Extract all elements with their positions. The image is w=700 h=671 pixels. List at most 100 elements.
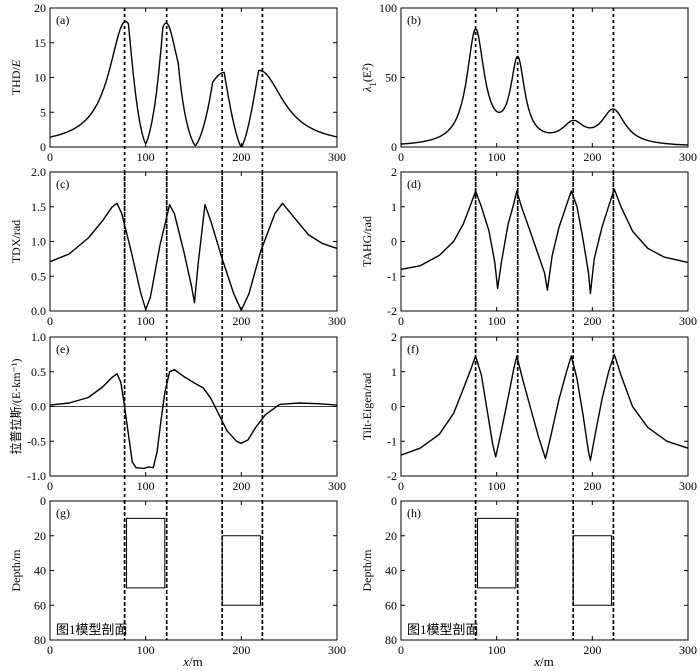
x-axis-var: x — [533, 654, 540, 669]
panel-a: 0 100 200 300 0 5 10 15 20 THD/E (a) — [9, 1, 346, 164]
y-tick-label: 0.5 — [31, 269, 46, 283]
x-tick-label: 100 — [488, 643, 506, 657]
y-tick-label: -0.5 — [27, 434, 46, 448]
panel-label: (g) — [56, 506, 70, 520]
panel-c: 0 100 200 300 0.0 0.5 1.0 1.5 2.0 TDX/rad (c) — [9, 165, 346, 328]
series-line — [400, 188, 689, 295]
y-tick-label: 0.0 — [31, 400, 46, 414]
y-tick-label: 2.0 — [31, 165, 46, 179]
x-tick-label: 200 — [232, 479, 250, 493]
panel-label: (d) — [407, 177, 421, 191]
series-line — [400, 28, 689, 146]
y-tick-label: 0.0 — [31, 304, 46, 318]
x-axis-unit: /m — [189, 654, 203, 669]
y-tick-label: 0 — [391, 494, 397, 508]
y-tick-label: 20 — [34, 529, 46, 543]
x-tick-label: 100 — [488, 314, 506, 328]
model-body — [126, 517, 166, 589]
x-tick-label: 100 — [137, 150, 155, 164]
y-tick-label: 0 — [391, 235, 397, 249]
model-body — [572, 535, 612, 606]
x-tick-label: 300 — [679, 314, 697, 328]
y-axis-label: Depth/m — [9, 549, 23, 592]
y-tick-label: 60 — [34, 598, 46, 612]
x-tick-label: 0 — [47, 479, 53, 493]
x-tick-label: 0 — [47, 150, 53, 164]
y-tick-label: 5 — [40, 105, 46, 119]
y-tick-label: -1.0 — [27, 469, 46, 483]
panel-label: (f) — [407, 342, 419, 356]
y-tick-label: -2 — [387, 304, 397, 318]
panel-label: (a) — [56, 13, 69, 27]
x-tick-label: 300 — [328, 314, 346, 328]
y-tick-label: 15 — [34, 36, 46, 50]
y-tick-label: 1.5 — [31, 200, 46, 214]
series-line — [49, 20, 338, 148]
x-tick-label: 100 — [488, 479, 506, 493]
y-axis-label: TDX/rad — [9, 220, 23, 263]
y-axis-label: TAHG/rad — [360, 216, 374, 267]
y-tick-label: 20 — [34, 1, 46, 15]
y-tick-label: 80 — [34, 633, 46, 647]
model-body — [221, 535, 261, 606]
panel-label: (h) — [407, 506, 421, 520]
x-tick-label: 200 — [232, 150, 250, 164]
x-tick-label: 0 — [398, 643, 404, 657]
y-tick-label: 1 — [391, 365, 397, 379]
x-axis-var: x — [182, 654, 189, 669]
panel-caption: 图1模型剖面 — [407, 622, 479, 637]
panel-f: 0 100 200 300 -2 -1 0 1 2 Tilt-Eigen/rad (f) — [360, 330, 697, 493]
x-tick-label: 200 — [583, 150, 601, 164]
y-tick-label: 60 — [385, 598, 397, 612]
x-tick-label: 300 — [328, 150, 346, 164]
y-tick-label: 1 — [391, 200, 397, 214]
x-tick-label: 200 — [232, 643, 250, 657]
y-tick-label: 100 — [379, 1, 397, 15]
y-tick-label: 40 — [385, 564, 397, 578]
y-tick-label: 0 — [391, 400, 397, 414]
axes-frame — [49, 171, 338, 312]
y-tick-label: 80 — [385, 633, 397, 647]
y-tick-label: 1.0 — [31, 235, 46, 249]
series-line — [49, 369, 338, 470]
series-line — [49, 202, 338, 311]
x-tick-label: 300 — [328, 643, 346, 657]
y-tick-label: 2 — [391, 330, 397, 344]
y-tick-label: 50 — [385, 71, 397, 85]
y-tick-label: 20 — [385, 529, 397, 543]
x-tick-label: 300 — [679, 643, 697, 657]
series-line — [400, 353, 689, 462]
x-tick-label: 200 — [232, 314, 250, 328]
x-tick-label: 300 — [679, 479, 697, 493]
y-axis-label: 拉普拉斯/(E·km⁻¹) — [8, 359, 23, 455]
y-tick-label: -2 — [387, 469, 397, 483]
panel-d: 0 100 200 300 -2 -1 0 1 2 TAHG/rad (d) — [360, 165, 697, 328]
y-tick-label: 1.0 — [31, 330, 46, 344]
y-tick-label: 40 — [34, 564, 46, 578]
x-tick-label: 0 — [47, 643, 53, 657]
x-tick-label: 300 — [679, 150, 697, 164]
x-tick-label: 100 — [137, 479, 155, 493]
axes-frame — [400, 500, 689, 641]
y-tick-label: 2 — [391, 165, 397, 179]
x-tick-label: 200 — [583, 479, 601, 493]
panel-caption: 图1模型剖面 — [56, 622, 128, 637]
x-tick-label: 0 — [398, 150, 404, 164]
y-axis-label: Tilt-Eigen/rad — [360, 373, 374, 441]
x-tick-label: 0 — [398, 479, 404, 493]
x-tick-label: 0 — [47, 314, 53, 328]
axes-frame — [400, 171, 689, 312]
y-axis-label: THD/E — [9, 59, 23, 95]
panel-label: (c) — [56, 177, 69, 191]
panel-e: 0 100 200 300 -1.0 -0.5 0.0 0.5 1.0 拉普拉斯/(E·km⁻¹)… — [8, 330, 346, 493]
model-body — [477, 517, 517, 589]
y-tick-label: -1 — [387, 269, 397, 283]
x-axis-label-left: x/m — [182, 654, 203, 669]
panel-label: (e) — [56, 342, 69, 356]
x-tick-label: 100 — [488, 150, 506, 164]
y-tick-label: 0 — [40, 494, 46, 508]
panel-label: (b) — [407, 13, 421, 27]
panel-h: 0 100 200 300 0 20 40 60 80 Depth/m (h) 图1模型剖面 — [360, 494, 697, 657]
x-tick-label: 200 — [583, 314, 601, 328]
